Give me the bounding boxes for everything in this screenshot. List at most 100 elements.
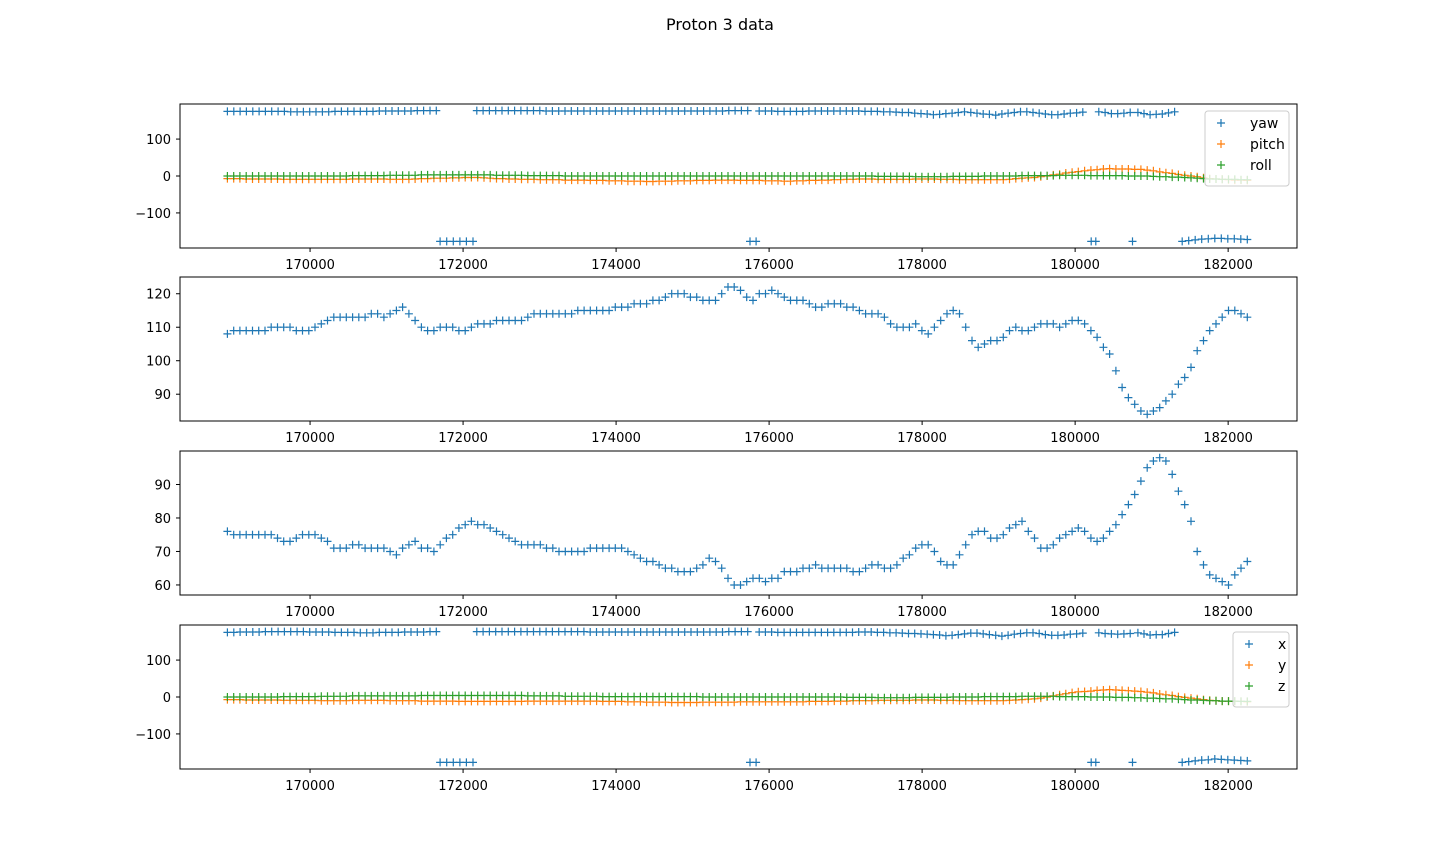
data-point bbox=[486, 319, 495, 328]
data-point bbox=[1199, 560, 1208, 569]
data-point bbox=[655, 560, 664, 569]
subplot-3: 170000 172000 174000 176000 178000 180000 1820… bbox=[154, 450, 1298, 620]
data-point bbox=[892, 560, 901, 569]
data-point bbox=[655, 296, 664, 305]
data-point bbox=[311, 323, 319, 332]
data-point bbox=[1218, 313, 1227, 322]
data-point bbox=[1091, 237, 1100, 246]
data-point bbox=[936, 557, 945, 566]
data-point bbox=[1118, 510, 1127, 519]
subplot-1: 170000 172000 174000 176000 178000 180000 1820… bbox=[135, 103, 1298, 273]
x-tick-label: 172000 bbox=[438, 258, 488, 273]
data-point bbox=[991, 631, 1000, 640]
y-tick-label: 60 bbox=[154, 579, 171, 594]
series-series-1 bbox=[223, 453, 1252, 589]
data-point bbox=[1184, 757, 1193, 766]
data-point bbox=[1041, 630, 1050, 639]
data-point bbox=[1091, 758, 1100, 767]
data-point bbox=[993, 534, 1001, 543]
data-point bbox=[1164, 108, 1173, 117]
x-tick-label: 180000 bbox=[1050, 779, 1100, 794]
data-point bbox=[1004, 631, 1013, 640]
data-point bbox=[286, 323, 294, 332]
data-point bbox=[392, 550, 401, 559]
data-point bbox=[567, 309, 576, 318]
data-point bbox=[1080, 319, 1089, 328]
data-point bbox=[548, 544, 557, 553]
data-point bbox=[469, 758, 477, 767]
data-point bbox=[1243, 756, 1252, 765]
data-point bbox=[949, 306, 958, 315]
data-point bbox=[1030, 534, 1039, 543]
data-point bbox=[1168, 470, 1177, 479]
data-point bbox=[1193, 346, 1202, 355]
data-point bbox=[692, 293, 701, 302]
data-point bbox=[1111, 520, 1120, 529]
data-point bbox=[1041, 110, 1050, 118]
data-point bbox=[817, 303, 826, 312]
data-point bbox=[1178, 237, 1187, 246]
data-point bbox=[1005, 326, 1014, 335]
data-point bbox=[979, 629, 988, 638]
data-point bbox=[904, 108, 913, 117]
data-point bbox=[1133, 628, 1142, 637]
data-point bbox=[1029, 628, 1037, 637]
data-point bbox=[743, 106, 752, 115]
data-point bbox=[317, 534, 326, 543]
x-tick-label: 176000 bbox=[744, 605, 794, 620]
data-point bbox=[1024, 527, 1033, 536]
data-point bbox=[954, 630, 963, 639]
data-point bbox=[379, 544, 388, 553]
data-point bbox=[1155, 403, 1164, 412]
data-point bbox=[323, 316, 332, 325]
data-point bbox=[966, 108, 975, 117]
data-point bbox=[304, 326, 313, 335]
data-point bbox=[1128, 758, 1137, 767]
data-point bbox=[743, 627, 752, 636]
data-point bbox=[698, 560, 707, 569]
data-point bbox=[755, 574, 764, 583]
data-point bbox=[968, 336, 976, 345]
data-point bbox=[767, 286, 776, 295]
data-point bbox=[1099, 534, 1108, 543]
data-point bbox=[492, 527, 501, 536]
data-point bbox=[480, 520, 488, 529]
data-point bbox=[467, 323, 476, 332]
data-point bbox=[1143, 410, 1152, 419]
data-point bbox=[1143, 463, 1152, 472]
data-point bbox=[1074, 524, 1083, 532]
data-point bbox=[686, 567, 695, 576]
data-point bbox=[1124, 500, 1133, 509]
data-point bbox=[1191, 235, 1200, 244]
y-tick-label: 100 bbox=[146, 133, 171, 148]
data-point bbox=[730, 283, 739, 291]
legend-label-y: y bbox=[1278, 658, 1286, 674]
data-point bbox=[1068, 527, 1077, 536]
data-point bbox=[1094, 628, 1103, 637]
legend-label-yaw: yaw bbox=[1250, 116, 1278, 132]
data-point bbox=[1005, 524, 1014, 532]
x-tick-label: 182000 bbox=[1203, 605, 1253, 620]
data-point bbox=[880, 313, 889, 322]
y-tick-label: 70 bbox=[154, 545, 171, 560]
data-point bbox=[761, 577, 770, 586]
data-point bbox=[792, 567, 801, 576]
data-point bbox=[1011, 520, 1020, 529]
data-point bbox=[1136, 407, 1145, 415]
data-point bbox=[960, 107, 969, 116]
data-point bbox=[623, 547, 632, 556]
data-point bbox=[317, 319, 326, 328]
data-point bbox=[930, 547, 939, 556]
data-point bbox=[292, 534, 301, 543]
data-point bbox=[1174, 380, 1183, 389]
legend: yaw pitch roll bbox=[1204, 110, 1290, 187]
data-point bbox=[1022, 107, 1031, 116]
legend-frame bbox=[1232, 631, 1290, 708]
data-point bbox=[861, 564, 870, 573]
x-tick-label: 170000 bbox=[285, 779, 335, 794]
plot-area bbox=[223, 106, 1252, 246]
data-point bbox=[486, 524, 495, 532]
data-point bbox=[469, 237, 477, 246]
data-point bbox=[961, 323, 970, 332]
